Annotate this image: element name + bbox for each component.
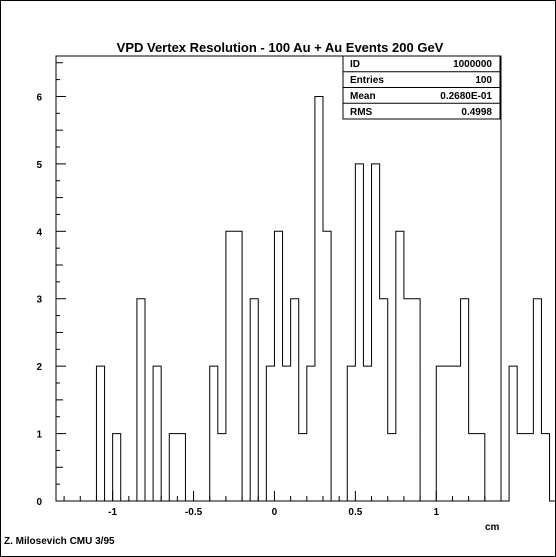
histogram-bin [477, 434, 485, 501]
histogram-bin [299, 434, 307, 501]
stats-entries-label: Entries [350, 75, 384, 86]
histogram-bin [218, 434, 226, 501]
histogram-bin [177, 434, 185, 501]
histogram-bin [412, 299, 420, 501]
y-axis: 0 1 2 3 4 5 6 [36, 62, 66, 508]
histogram-bin [226, 231, 234, 501]
histogram-bin [250, 299, 258, 501]
histogram-bin [444, 366, 452, 501]
y-tick-label: 2 [36, 362, 42, 373]
histogram-bin [363, 366, 371, 501]
histogram-bin [153, 366, 161, 501]
stats-entries-value: 100 [475, 75, 492, 86]
histogram-bin [96, 366, 104, 501]
x-tick-label: 0 [272, 507, 278, 518]
histogram-bin [315, 96, 323, 501]
histogram-bin [291, 299, 299, 501]
histogram-bin [388, 434, 396, 501]
histogram-bin [436, 366, 444, 501]
chart-title: VPD Vertex Resolution - 100 Au + Au Even… [117, 40, 444, 55]
stats-box: ID 1000000 Entries 100 Mean 0.2680E-01 R… [342, 55, 501, 120]
histogram-bin [525, 434, 533, 501]
x-axis: -1 -0.5 0 0.5 1 [63, 491, 502, 518]
plot-frame [55, 55, 502, 502]
histogram-bin [347, 366, 355, 501]
histogram-bin [210, 366, 218, 501]
x-tick-label: -0.5 [185, 507, 203, 518]
stats-id-label: ID [350, 59, 360, 70]
stats-rms-value: 0.4998 [461, 107, 492, 118]
x-axis-unit-label: cm [485, 522, 500, 533]
histogram-bin [323, 231, 331, 501]
stats-mean-label: Mean [350, 91, 376, 102]
histogram-bin [266, 366, 274, 501]
histogram-bin [541, 434, 549, 501]
histogram-bin [517, 434, 525, 501]
y-tick-label: 5 [36, 160, 42, 171]
x-tick-label: -1 [108, 507, 117, 518]
x-tick-label: 0.5 [348, 507, 362, 518]
histogram-bin [355, 164, 363, 501]
histogram-bin [169, 434, 177, 501]
stats-mean-value: 0.2680E-01 [440, 91, 492, 102]
stats-rms-label: RMS [350, 107, 373, 118]
stats-id-value: 1000000 [453, 59, 492, 70]
histogram-bin [234, 231, 242, 501]
histogram-bin [113, 434, 121, 501]
y-tick-label: 6 [36, 92, 42, 103]
histogram-bin [461, 299, 469, 501]
y-tick-label: 3 [36, 295, 42, 306]
y-tick-label: 4 [36, 227, 42, 238]
histogram-bin [380, 299, 388, 501]
histogram-outline [95, 95, 556, 502]
histogram-bin [137, 299, 145, 501]
credit-text: Z. Milosevich CMU 3/95 [4, 536, 115, 547]
histogram-bin [274, 231, 282, 501]
histogram-bin [469, 434, 477, 501]
y-tick-label: 1 [36, 430, 42, 441]
histogram-bin [509, 366, 517, 501]
histogram-bin [372, 164, 380, 501]
histogram-bin [533, 299, 541, 501]
histogram-bin [452, 366, 460, 501]
histogram-bin [307, 366, 315, 501]
histogram-bin [404, 299, 412, 501]
x-tick-label: 1 [433, 507, 439, 518]
histogram-bin [283, 366, 291, 501]
histogram-bin [396, 231, 404, 501]
histogram-bins [96, 96, 556, 501]
y-tick-label: 0 [36, 497, 42, 508]
